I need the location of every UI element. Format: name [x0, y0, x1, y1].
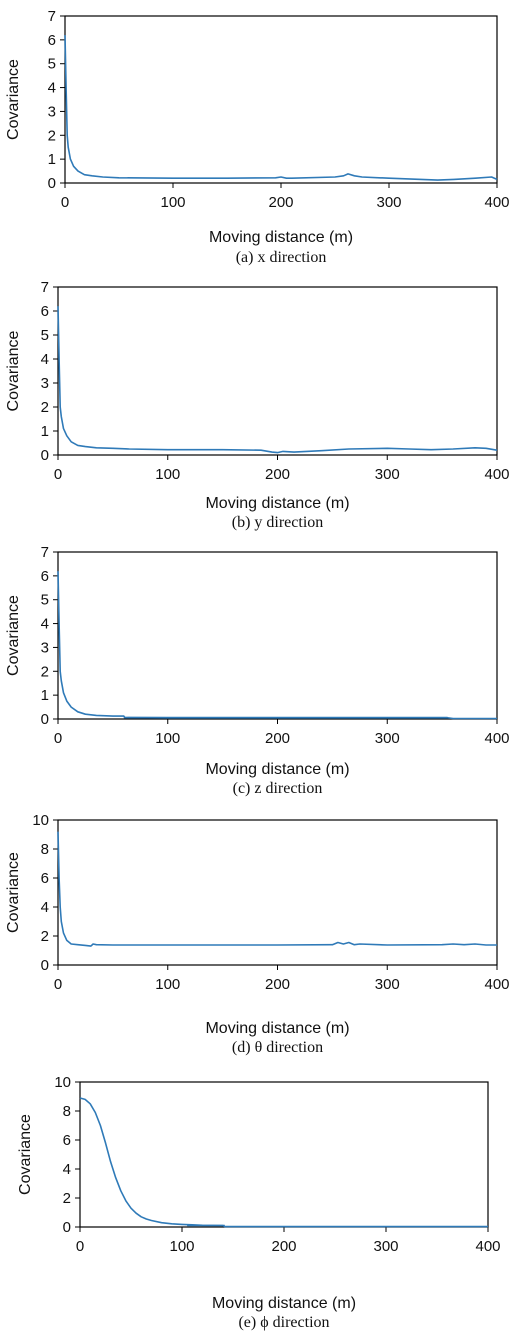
x-axis-label: Moving distance (m): [209, 229, 353, 246]
plot-frame: [57, 551, 498, 720]
y-tick-label: 5: [48, 56, 56, 73]
y-tick-label: 2: [41, 399, 49, 416]
series-line-1: [57, 306, 498, 454]
chart-caption: (a) x direction: [236, 249, 327, 266]
y-tick-label: 3: [41, 375, 49, 392]
x-tick-label: 200: [265, 976, 290, 993]
x-tick-label: 0: [61, 194, 69, 211]
series-line-1: [64, 35, 498, 181]
y-tick-label: 6: [48, 32, 56, 49]
x-tick-label: 0: [76, 1238, 84, 1255]
x-tick-label: 100: [160, 194, 185, 211]
series-line-1: [79, 1097, 488, 1228]
y-axis-label: Covariance: [17, 1114, 34, 1195]
x-tick-label: 300: [375, 466, 400, 483]
x-tick-label: 100: [155, 466, 180, 483]
x-tick-label: 100: [155, 730, 180, 747]
y-tick-label: 4: [63, 1161, 71, 1178]
x-tick-label: 300: [373, 1238, 398, 1255]
chart-caption: (c) z direction: [233, 780, 323, 797]
series-line-1: [57, 831, 497, 947]
y-tick-label: 3: [41, 639, 49, 656]
y-tick-label: 6: [41, 870, 49, 887]
y-tick-label: 5: [41, 592, 49, 609]
y-tick-label: 0: [41, 711, 49, 728]
y-axis-label: Covariance: [5, 595, 22, 676]
y-axis-label: Covariance: [5, 59, 22, 140]
y-tick-label: 0: [63, 1219, 71, 1236]
y-tick-label: 7: [48, 8, 56, 25]
x-axis-label: Moving distance (m): [212, 1295, 356, 1312]
y-tick-label: 10: [32, 812, 49, 829]
chart-caption: (b) y direction: [232, 514, 324, 531]
x-tick-label: 300: [375, 730, 400, 747]
y-tick-label: 1: [41, 687, 49, 704]
x-tick-label: 200: [265, 730, 290, 747]
y-tick-label: 2: [48, 127, 56, 144]
y-tick-label: 10: [54, 1074, 71, 1091]
y-tick-label: 0: [41, 957, 49, 974]
x-tick-label: 400: [484, 466, 509, 483]
y-axis-label: Covariance: [5, 852, 22, 933]
y-tick-label: 6: [41, 303, 49, 320]
plot-frame: [64, 15, 498, 184]
x-tick-label: 400: [475, 1238, 500, 1255]
x-axis-label: Moving distance (m): [205, 761, 349, 778]
chart-caption: (e) ϕ direction: [238, 1314, 329, 1331]
y-tick-label: 7: [41, 544, 49, 561]
chart-panel-2: 0 1 2 3 4 5 6 7 0 100 200 300 400 Covariance Moving di…: [5, 279, 510, 531]
y-tick-label: 2: [41, 663, 49, 680]
x-tick-label: 0: [54, 730, 62, 747]
y-tick-label: 8: [41, 841, 49, 858]
y-tick-label: 1: [48, 151, 56, 168]
y-tick-label: 4: [41, 899, 49, 916]
x-tick-label: 400: [484, 194, 509, 211]
x-tick-label: 0: [54, 976, 62, 993]
chart-caption: (d) θ direction: [232, 1039, 323, 1056]
y-tick-label: 2: [63, 1190, 71, 1207]
y-tick-label: 0: [48, 175, 56, 192]
x-tick-label: 300: [376, 194, 401, 211]
x-tick-label: 300: [375, 976, 400, 993]
y-axis-label: Covariance: [5, 330, 22, 411]
x-tick-label: 200: [268, 194, 293, 211]
plot-frame: [57, 286, 498, 456]
x-tick-label: 400: [484, 730, 509, 747]
x-tick-label: 400: [484, 976, 509, 993]
y-tick-label: 4: [41, 616, 49, 633]
x-tick-label: 100: [155, 976, 180, 993]
y-tick-label: 6: [41, 568, 49, 585]
y-tick-label: 7: [41, 279, 49, 296]
series-line-1: [57, 571, 497, 720]
x-axis-label: Moving distance (m): [205, 495, 349, 512]
y-tick-label: 4: [48, 80, 56, 97]
chart-panel-3: 0 1 2 3 4 5 6 7 0 100 200 300 400 Covariance Moving di…: [5, 544, 510, 797]
plot-frame: [79, 1081, 489, 1228]
x-tick-label: 200: [271, 1238, 296, 1255]
y-tick-label: 1: [41, 423, 49, 440]
y-tick-label: 4: [41, 351, 49, 368]
y-tick-label: 8: [63, 1103, 71, 1120]
chart-panel-1: 0 1 2 3 4 5 6 7 0 100 200 300 400 Covariance Moving di…: [5, 8, 510, 266]
x-axis-label: Moving distance (m): [205, 1020, 349, 1037]
y-tick-label: 0: [41, 447, 49, 464]
x-tick-label: 0: [54, 466, 62, 483]
plot-frame: [57, 819, 498, 966]
x-tick-label: 200: [265, 466, 290, 483]
x-tick-label: 100: [169, 1238, 194, 1255]
y-tick-label: 6: [63, 1132, 71, 1149]
y-tick-label: 2: [41, 928, 49, 945]
y-tick-label: 3: [48, 103, 56, 120]
y-tick-label: 5: [41, 327, 49, 344]
